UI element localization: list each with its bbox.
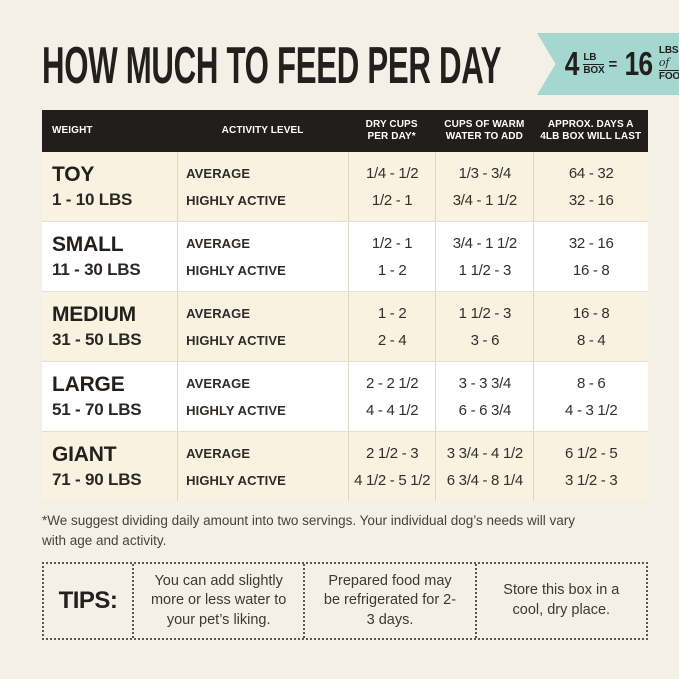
water-average: 1 1/2 - 3 bbox=[458, 304, 512, 322]
water-active: 1 1/2 - 3 bbox=[458, 261, 512, 279]
days-average: 32 - 16 bbox=[568, 234, 614, 252]
table-row-small: SMALL 11 - 30 LBS AVERAGE HIGHLY ACTIVE … bbox=[42, 221, 648, 291]
water-average: 3/4 - 1 1/2 bbox=[452, 234, 518, 252]
equals-sign: = bbox=[608, 55, 618, 73]
tip-refrigeration: Prepared food may be refrigerated for 2-… bbox=[303, 564, 474, 638]
days-average: 64 - 32 bbox=[568, 164, 614, 182]
activity-highly-active: HIGHLY ACTIVE bbox=[186, 262, 286, 278]
water-active: 3 - 6 bbox=[470, 331, 500, 349]
activity-average: AVERAGE bbox=[186, 445, 251, 461]
days-active: 32 - 16 bbox=[568, 191, 614, 209]
column-header-dry-cups: DRY CUPS PER DAY* bbox=[365, 118, 418, 143]
box-unit-bottom: BOX bbox=[583, 65, 605, 76]
days-active: 16 - 8 bbox=[572, 261, 610, 279]
dry-cups-active: 4 - 4 1/2 bbox=[365, 401, 419, 419]
tips-label: TIPS: bbox=[58, 587, 118, 614]
box-count: 4 bbox=[564, 45, 580, 82]
activity-highly-active: HIGHLY ACTIVE bbox=[186, 332, 286, 348]
water-active: 6 - 6 3/4 bbox=[458, 401, 512, 419]
page-title: HOW MUCH TO FEED PER DAY bbox=[42, 37, 502, 95]
days-average: 8 - 6 bbox=[576, 374, 606, 392]
water-average: 3 - 3 3/4 bbox=[458, 374, 512, 392]
box-unit-top: LB bbox=[583, 52, 605, 65]
weight-class: GIANT bbox=[52, 443, 117, 467]
equivalence-ribbon: 4 LB BOX = 16 LBS of FOOD! bbox=[537, 33, 679, 95]
tip-water-adjustment: You can add slightly more or less water … bbox=[132, 564, 303, 638]
table-header-row: WEIGHT ACTIVITY LEVEL DRY CUPS PER DAY* … bbox=[42, 110, 648, 152]
dry-cups-average: 1/4 - 1/2 bbox=[365, 164, 419, 182]
activity-highly-active: HIGHLY ACTIVE bbox=[186, 192, 286, 208]
dry-cups-active: 2 - 4 bbox=[377, 331, 407, 349]
dry-cups-active: 1/2 - 1 bbox=[371, 191, 413, 209]
weight-range: 31 - 50 LBS bbox=[52, 329, 142, 349]
feeding-table: WEIGHT ACTIVITY LEVEL DRY CUPS PER DAY* … bbox=[42, 110, 648, 501]
days-active: 4 - 3 1/2 bbox=[565, 401, 618, 419]
weight-class: SMALL bbox=[52, 233, 124, 257]
table-row-medium: MEDIUM 31 - 50 LBS AVERAGE HIGHLY ACTIVE… bbox=[42, 291, 648, 361]
weight-range: 71 - 90 LBS bbox=[52, 469, 142, 489]
days-average: 6 1/2 - 5 bbox=[565, 444, 618, 462]
equivalence-ribbon-content: 4 LB BOX = 16 LBS of FOOD! bbox=[537, 45, 679, 83]
box-unit: LB BOX bbox=[583, 52, 605, 77]
tips-box: TIPS: You can add slightly more or less … bbox=[42, 562, 648, 640]
activity-average: AVERAGE bbox=[186, 235, 251, 251]
activity-highly-active: HIGHLY ACTIVE bbox=[186, 402, 286, 418]
water-active: 3/4 - 1 1/2 bbox=[452, 191, 518, 209]
food-unit: LBS of FOOD! bbox=[658, 45, 679, 83]
food-unit-bottom: FOOD! bbox=[658, 71, 679, 83]
column-header-weight: WEIGHT bbox=[52, 124, 93, 136]
activity-average: AVERAGE bbox=[186, 375, 251, 391]
weight-range: 51 - 70 LBS bbox=[52, 399, 142, 419]
dry-cups-average: 1/2 - 1 bbox=[371, 234, 413, 252]
table-row-large: LARGE 51 - 70 LBS AVERAGE HIGHLY ACTIVE … bbox=[42, 361, 648, 431]
column-header-days: APPROX. DAYS A 4LB BOX WILL LAST bbox=[540, 118, 642, 143]
food-count: 16 bbox=[624, 45, 654, 82]
table-row-toy: TOY 1 - 10 LBS AVERAGE HIGHLY ACTIVE 1/4… bbox=[42, 152, 648, 221]
days-active: 3 1/2 - 3 bbox=[565, 471, 618, 489]
water-average: 1/3 - 3/4 bbox=[458, 164, 512, 182]
activity-average: AVERAGE bbox=[186, 305, 251, 321]
serving-footnote: *We suggest dividing daily amount into t… bbox=[42, 513, 576, 549]
dry-cups-active: 4 1/2 - 5 1/2 bbox=[354, 471, 431, 489]
dry-cups-average: 2 1/2 - 3 bbox=[365, 444, 419, 462]
weight-range: 11 - 30 LBS bbox=[52, 259, 141, 279]
activity-highly-active: HIGHLY ACTIVE bbox=[186, 472, 286, 488]
dry-cups-average: 2 - 2 1/2 bbox=[365, 374, 419, 392]
weight-class: LARGE bbox=[52, 373, 125, 397]
food-unit-top: LBS of bbox=[658, 45, 679, 72]
table-row-giant: GIANT 71 - 90 LBS AVERAGE HIGHLY ACTIVE … bbox=[42, 431, 648, 501]
weight-class: MEDIUM bbox=[52, 303, 136, 327]
days-average: 16 - 8 bbox=[572, 304, 610, 322]
weight-class: TOY bbox=[52, 163, 95, 187]
column-header-activity: ACTIVITY LEVEL bbox=[221, 124, 304, 136]
water-average: 3 3/4 - 4 1/2 bbox=[446, 444, 523, 462]
weight-range: 1 - 10 LBS bbox=[52, 189, 133, 209]
water-active: 6 3/4 - 8 1/4 bbox=[446, 471, 523, 489]
activity-average: AVERAGE bbox=[186, 165, 251, 181]
dry-cups-average: 1 - 2 bbox=[377, 304, 407, 322]
tip-storage: Store this box in a cool, dry place. bbox=[474, 564, 646, 638]
days-active: 8 - 4 bbox=[576, 331, 606, 349]
food-unit-script: of bbox=[658, 55, 670, 69]
dry-cups-active: 1 - 2 bbox=[377, 261, 407, 279]
column-header-water: CUPS OF WARM WATER TO ADD bbox=[444, 118, 525, 143]
